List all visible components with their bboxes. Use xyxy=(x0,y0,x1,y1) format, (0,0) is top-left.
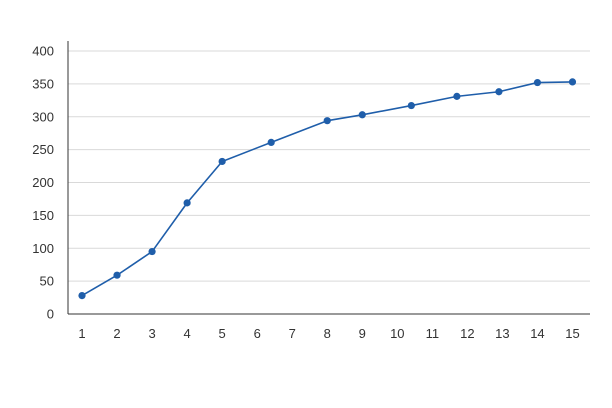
data-point-2 xyxy=(113,271,121,279)
x-tick-label-9: 9 xyxy=(359,326,366,341)
y-tick-label-300: 300 xyxy=(32,109,54,124)
data-point-8 xyxy=(358,111,366,119)
x-tick-label-13: 13 xyxy=(495,326,509,341)
data-point-1 xyxy=(78,291,86,300)
x-tick-label-1: 1 xyxy=(78,326,85,341)
y-tick-label-0: 0 xyxy=(47,307,54,322)
data-point-9 xyxy=(407,101,415,110)
grid-layer xyxy=(68,50,590,282)
x-tick-label-7: 7 xyxy=(289,326,296,341)
x-tick-label-2: 2 xyxy=(113,326,120,341)
x-tick-label-11: 11 xyxy=(426,326,440,341)
x-tick-label-15: 15 xyxy=(565,326,579,341)
y-tick-label-350: 350 xyxy=(32,76,54,91)
data-point-12 xyxy=(533,78,542,87)
series-line-0 xyxy=(81,81,573,297)
data-point-13 xyxy=(568,78,577,86)
y-tick-label-150: 150 xyxy=(32,208,54,223)
y-tick-label-100: 100 xyxy=(32,241,54,256)
data-point-11 xyxy=(495,88,503,96)
x-tick-label-6: 6 xyxy=(254,326,261,341)
x-tick-label-4: 4 xyxy=(183,326,190,341)
x-tick-label-10: 10 xyxy=(390,326,404,341)
data-point-6 xyxy=(267,138,275,146)
x-tick-label-12: 12 xyxy=(460,326,474,341)
x-tick-label-8: 8 xyxy=(324,326,331,341)
data-point-10 xyxy=(453,92,461,100)
data-point-3 xyxy=(148,247,156,256)
data-point-4 xyxy=(183,199,191,207)
x-tick-label-3: 3 xyxy=(148,326,155,341)
y-tick-label-200: 200 xyxy=(32,175,54,190)
series-layer xyxy=(78,78,577,300)
x-tick-label-5: 5 xyxy=(219,326,226,341)
x-tick-label-14: 14 xyxy=(530,326,544,341)
data-point-5 xyxy=(218,157,226,166)
y-tick-label-400: 400 xyxy=(32,44,54,59)
axis-layer xyxy=(67,41,590,315)
y-tick-label-50: 50 xyxy=(40,274,54,289)
y-tick-label-250: 250 xyxy=(32,142,54,157)
data-point-7 xyxy=(323,117,331,125)
